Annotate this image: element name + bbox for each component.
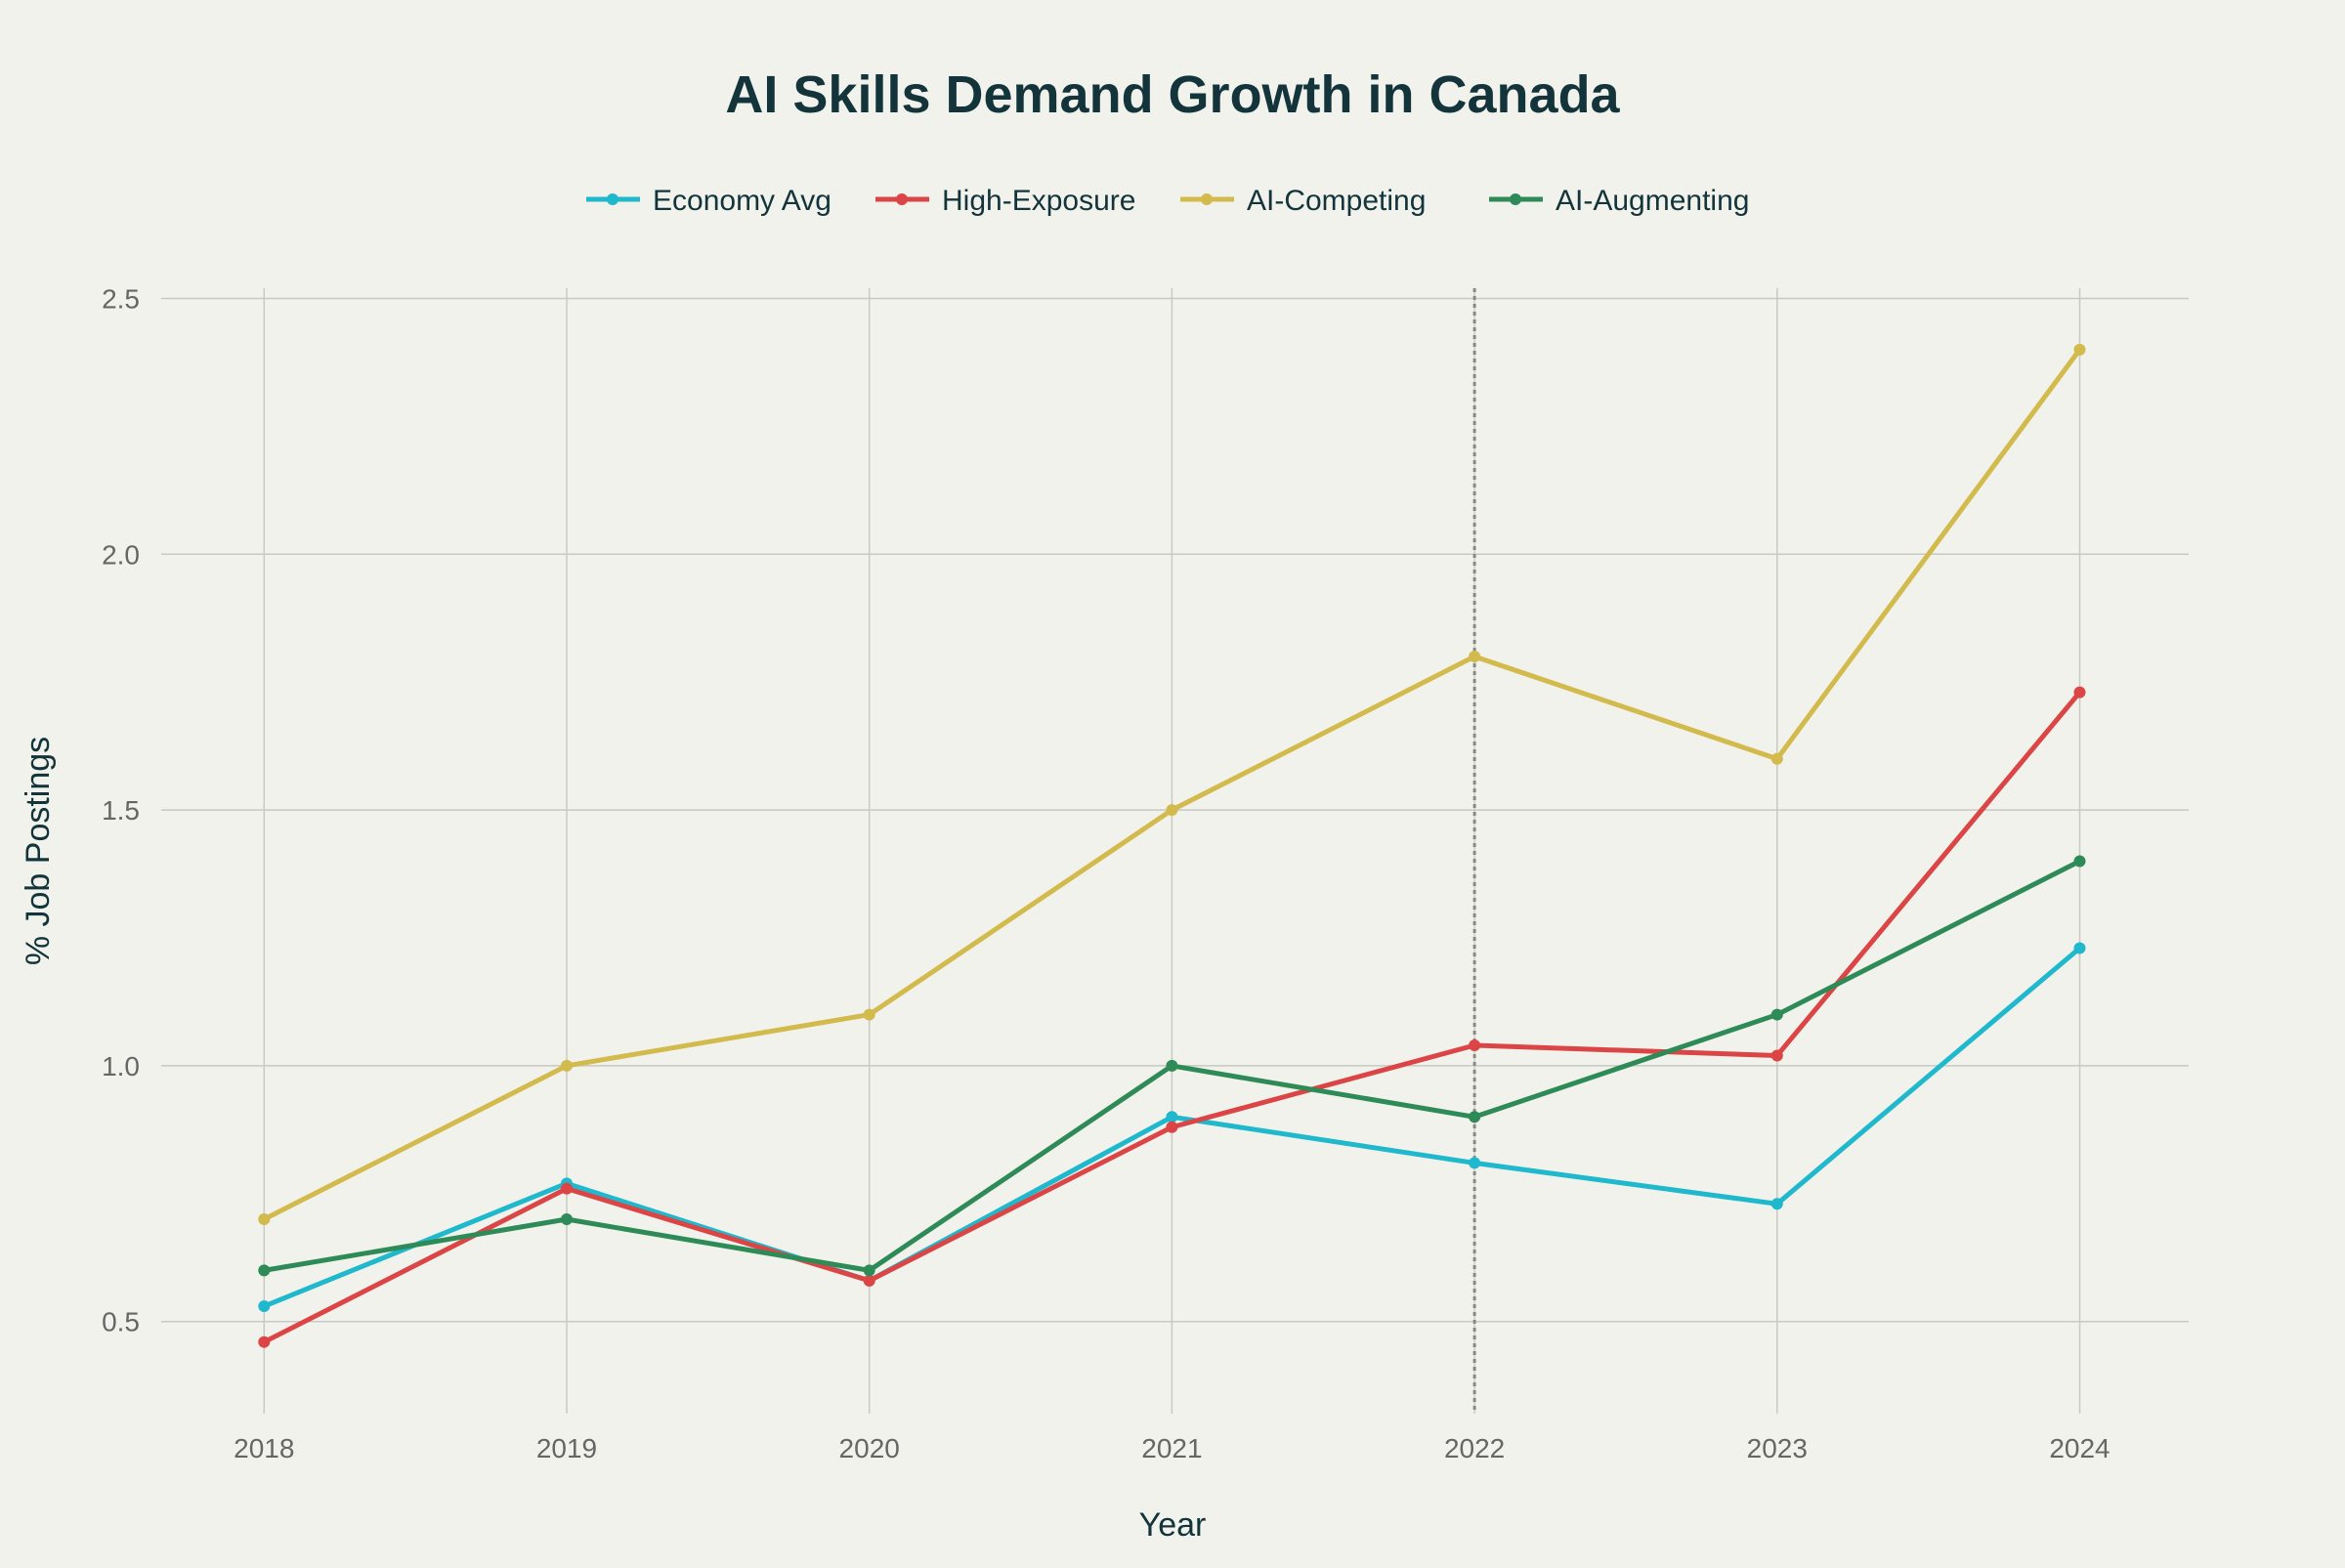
data-point [1166, 1059, 1178, 1072]
data-point [863, 1274, 875, 1287]
legend-label: High-Exposure [942, 185, 1135, 217]
legend-label: AI-Augmenting [1556, 185, 1749, 217]
data-point [1770, 1049, 1783, 1062]
x-tick-label: 2021 [1141, 1433, 1202, 1463]
y-tick-label: 2.5 [102, 283, 140, 314]
y-tick-label: 1.0 [102, 1051, 140, 1081]
data-point [561, 1213, 573, 1226]
data-point [258, 1335, 271, 1348]
data-point [1469, 1157, 1481, 1169]
x-tick-label: 2023 [1747, 1433, 1808, 1463]
legend-item[interactable]: Economy Avg [586, 185, 831, 217]
series-layer [258, 343, 2086, 1348]
data-point [2073, 942, 2086, 954]
tick-labels: 0.5 1.0 1.5 2.0 2.5 2018 2019 2020 2021 2022 2023 2… [102, 283, 2110, 1463]
legend-marker-icon [1510, 193, 1521, 205]
data-point [863, 1264, 875, 1277]
data-point [1469, 1038, 1481, 1051]
x-tick-label: 2020 [839, 1433, 900, 1463]
data-point [1770, 752, 1783, 765]
data-point [258, 1264, 271, 1277]
data-point [2073, 343, 2086, 356]
data-point [2073, 855, 2086, 868]
data-point [1770, 1198, 1783, 1210]
data-point [258, 1213, 271, 1226]
y-axis-title: % Job Postings [20, 737, 57, 965]
x-axis-title: Year [1139, 1506, 1207, 1544]
legend-marker-icon [607, 193, 618, 205]
y-tick-label: 1.5 [102, 795, 140, 826]
grid [161, 288, 2189, 1414]
legend-item[interactable]: High-Exposure [875, 185, 1135, 217]
legend[interactable]: Economy Avg High-Exposure AI-Competing AI-A… [586, 185, 1749, 217]
data-point [1770, 1008, 1783, 1021]
legend-label: Economy Avg [653, 185, 831, 217]
data-point [561, 1182, 573, 1195]
legend-item[interactable]: AI-Competing [1180, 185, 1426, 217]
data-point [1469, 651, 1481, 663]
data-point [1469, 1111, 1481, 1123]
x-tick-label: 2024 [2049, 1433, 2110, 1463]
data-point [863, 1008, 875, 1021]
legend-item[interactable]: AI-Augmenting [1489, 185, 1749, 217]
data-point [2073, 686, 2086, 699]
data-point [1166, 1121, 1178, 1133]
data-point [561, 1059, 573, 1072]
x-tick-label: 2022 [1444, 1433, 1505, 1463]
x-tick-label: 2018 [234, 1433, 294, 1463]
data-point [1166, 804, 1178, 817]
chart-title: AI Skills Demand Growth in Canada [725, 65, 1620, 124]
legend-marker-icon [1201, 193, 1213, 205]
legend-label: AI-Competing [1247, 185, 1426, 217]
y-tick-label: 0.5 [102, 1307, 140, 1337]
legend-marker-icon [896, 193, 908, 205]
data-point [1166, 1111, 1178, 1123]
data-point [258, 1300, 271, 1313]
y-tick-label: 2.0 [102, 539, 140, 570]
x-tick-label: 2019 [536, 1433, 597, 1463]
